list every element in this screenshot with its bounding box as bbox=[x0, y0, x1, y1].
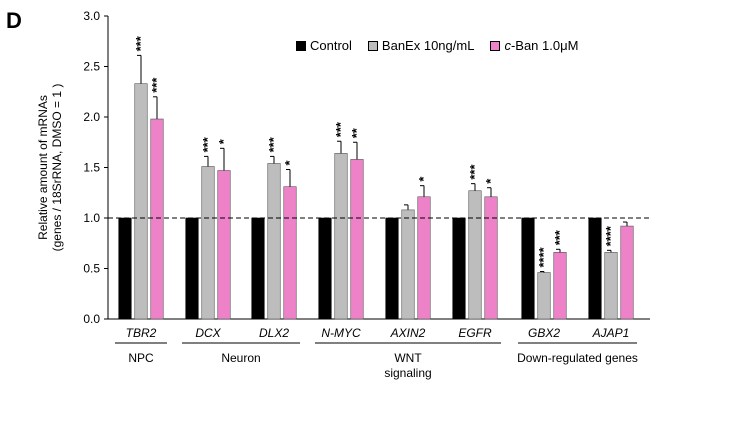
bar-egfr-s0 bbox=[452, 217, 466, 320]
bar-dcx-s0 bbox=[185, 217, 199, 320]
y-tick-label: 3.0 bbox=[83, 9, 100, 23]
x-tick-label-dcx: DCX bbox=[195, 326, 221, 340]
bar-dcx-s2 bbox=[217, 170, 231, 320]
significance-stars: *** bbox=[552, 229, 567, 245]
bar-ajap1-s2 bbox=[620, 225, 634, 320]
x-tick-label-gbx2: GBX2 bbox=[528, 326, 560, 340]
legend-label-control: Control bbox=[310, 38, 352, 53]
bar-n-myc-s0 bbox=[318, 217, 332, 320]
x-tick-label-n-myc: N-MYC bbox=[321, 326, 361, 340]
legend-item-control: Control bbox=[296, 38, 352, 53]
group-label: Neuron bbox=[221, 351, 260, 365]
significance-stars: **** bbox=[536, 246, 551, 267]
legend-swatch-banex bbox=[367, 40, 378, 51]
bar-gbx2-s2 bbox=[553, 252, 567, 320]
group-label: NPC bbox=[128, 351, 154, 365]
significance-stars: *** bbox=[266, 136, 281, 152]
x-tick-label-dlx2: DLX2 bbox=[259, 326, 289, 340]
bar-egfr-s1 bbox=[468, 190, 482, 320]
bar-axin2-s1 bbox=[401, 209, 415, 320]
group-label: Down-regulated genes bbox=[517, 351, 638, 365]
panel-label: D bbox=[6, 8, 22, 33]
legend-swatch-control bbox=[296, 40, 306, 51]
bar-axin2-s0 bbox=[385, 217, 399, 320]
legend-label-cban-rest: -Ban 1.0μM bbox=[510, 38, 579, 53]
legend-item-cban: c-Ban 1.0μM bbox=[490, 38, 578, 53]
bar-n-myc-s1 bbox=[334, 153, 348, 320]
legend-label-cban: c-Ban 1.0μM bbox=[504, 38, 578, 53]
significance-stars: * bbox=[282, 160, 297, 166]
legend-swatch-cban bbox=[490, 40, 501, 51]
significance-stars: **** bbox=[603, 225, 618, 246]
y-tick-label: 0.5 bbox=[83, 262, 100, 276]
significance-stars: * bbox=[416, 176, 431, 182]
bar-tbr2-s0 bbox=[118, 217, 132, 320]
significance-stars: *** bbox=[200, 136, 215, 152]
x-tick-label-tbr2: TBR2 bbox=[126, 326, 157, 340]
legend-label-banex: BanEx 10ng/mL bbox=[381, 38, 475, 53]
y-tick-label: 2.5 bbox=[83, 60, 100, 74]
bar-ajap1-s0 bbox=[588, 217, 602, 320]
y-tick-label: 1.0 bbox=[83, 211, 100, 225]
significance-stars: *** bbox=[333, 121, 348, 137]
y-tick-label: 2.0 bbox=[83, 110, 100, 124]
bar-tbr2-s1 bbox=[134, 83, 148, 320]
y-tick-label: 0.0 bbox=[83, 312, 100, 326]
significance-stars: * bbox=[483, 178, 498, 184]
bar-tbr2-s2 bbox=[150, 118, 164, 320]
bar-dlx2-s2 bbox=[283, 186, 297, 320]
significance-stars: *** bbox=[149, 77, 164, 93]
group-label-line2: signaling bbox=[384, 366, 431, 380]
x-tick-label-ajap1: AJAP1 bbox=[592, 326, 630, 340]
y-axis-subtitle: (genes / 18SrRNA, DMSO = 1 ) bbox=[50, 84, 64, 252]
bar-gbx2-s0 bbox=[521, 217, 535, 320]
bar-dlx2-s0 bbox=[251, 217, 265, 320]
bar-axin2-s2 bbox=[417, 196, 431, 320]
significance-stars: *** bbox=[133, 35, 148, 51]
significance-stars: *** bbox=[467, 164, 482, 180]
bar-dlx2-s1 bbox=[267, 163, 281, 320]
bar-ajap1-s1 bbox=[604, 252, 618, 320]
legend-item-banex: BanEx 10ng/mL bbox=[367, 38, 475, 53]
bar-egfr-s2 bbox=[484, 196, 498, 320]
chart-legend: Control BanEx 10ng/mL c-Ban 1.0μM bbox=[296, 38, 594, 53]
y-axis-title: Relative amount of mRNAs bbox=[36, 95, 50, 240]
significance-stars: ** bbox=[349, 127, 364, 138]
x-tick-label-axin2: AXIN2 bbox=[390, 326, 426, 340]
group-label: WNT bbox=[394, 351, 422, 365]
x-tick-label-egfr: EGFR bbox=[458, 326, 492, 340]
bar-dcx-s1 bbox=[201, 166, 215, 320]
y-tick-label: 1.5 bbox=[83, 161, 100, 175]
bar-gbx2-s1 bbox=[537, 272, 551, 320]
bar-n-myc-s2 bbox=[350, 159, 364, 320]
significance-stars: * bbox=[216, 138, 231, 144]
legend-label-cban-italic: c bbox=[504, 38, 511, 53]
